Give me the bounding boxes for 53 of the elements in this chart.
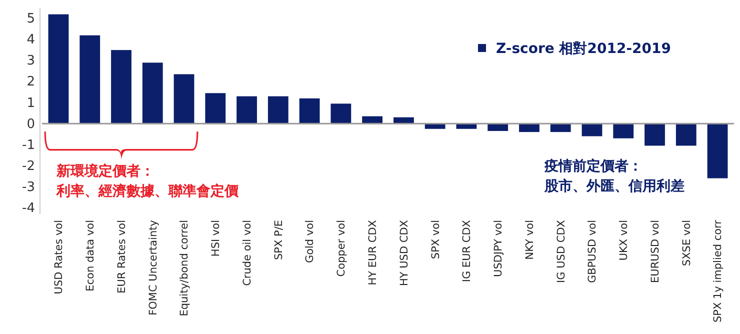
- annotation: 利率、經濟數據、聯準會定價: [55, 182, 240, 200]
- x-tick-label: Crude oil vol: [241, 220, 254, 286]
- bar: [205, 93, 226, 124]
- bar: [330, 104, 352, 124]
- x-tick-label: HSI vol: [210, 220, 222, 257]
- bar: [613, 124, 634, 138]
- x-tick-label: SPX 1y implied corr: [712, 219, 724, 323]
- x-tick-label: Copper vol: [336, 220, 348, 277]
- annotation: 股市、外匯、信用利差: [543, 178, 684, 195]
- x-tick-label: IG USD CDX: [555, 220, 568, 283]
- bar: [174, 74, 194, 124]
- bar: [676, 124, 696, 146]
- y-tick-label: -1: [22, 138, 35, 153]
- x-tick-label: Equity/bond correl: [178, 220, 191, 316]
- x-tick-label: GBPUSD vol: [586, 220, 599, 283]
- y-tick-label: 0: [26, 116, 35, 132]
- y-tick-label: -4: [22, 200, 35, 216]
- bar: [707, 124, 728, 178]
- bar: [644, 124, 665, 146]
- bar: [299, 98, 320, 124]
- legend-label: Z-score 相對2012-2019: [496, 40, 671, 57]
- x-tick-label: EURUSD vol: [649, 220, 662, 283]
- bar: [519, 124, 540, 132]
- y-tick-label: -2: [22, 158, 35, 174]
- y-tick-label: 5: [26, 12, 35, 27]
- y-tick-label: -3: [22, 180, 35, 195]
- x-tick-label: HY EUR CDX: [366, 220, 379, 286]
- x-tick-label: FOMC Uncertainty: [147, 220, 160, 316]
- y-tick-label: 2: [26, 74, 35, 90]
- annotation: 新環境定價者：: [55, 162, 154, 180]
- x-tick-label: SPX vol: [430, 220, 442, 260]
- x-tick-label: UKX vol: [618, 220, 630, 261]
- x-tick-label: USDJPY vol: [492, 220, 505, 277]
- bar: [268, 96, 288, 124]
- bar: [48, 14, 69, 124]
- x-tick-label: HY USD CDX: [398, 220, 410, 286]
- x-tick-label: IG EUR CDX: [461, 220, 474, 282]
- y-tick-label: 1: [26, 96, 35, 111]
- bar: [236, 96, 257, 124]
- bar: [550, 124, 571, 132]
- x-tick-label: Gold vol: [304, 220, 316, 264]
- x-tick-label: USD Rates vol: [53, 220, 66, 294]
- y-tick-label: 3: [26, 54, 35, 69]
- x-tick-label: SPX P/E: [272, 220, 285, 260]
- annotation: 疫情前定價者：: [543, 158, 642, 175]
- y-tick-label: 4: [26, 32, 35, 48]
- bar: [80, 35, 100, 124]
- x-tick-label: Econ data vol: [84, 220, 97, 292]
- x-tick-label: SXSE vol: [680, 220, 693, 266]
- x-tick-label: NKY vol: [524, 220, 536, 260]
- bar: [111, 50, 132, 124]
- bar: [142, 62, 163, 124]
- x-tick-label: EUR Rates vol: [116, 220, 128, 294]
